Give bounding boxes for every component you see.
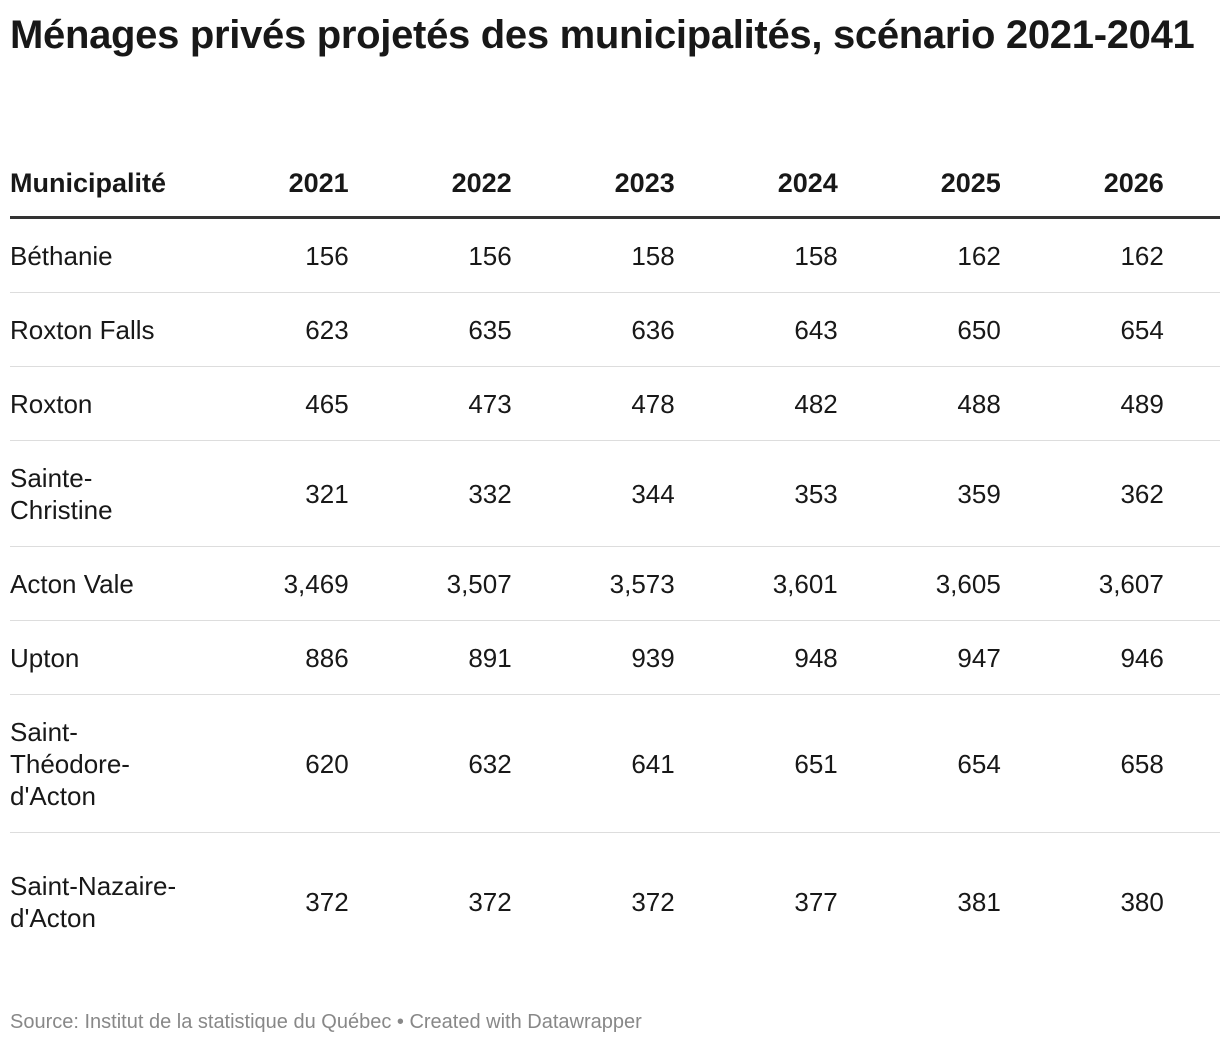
value-cell-2023: 641 <box>511 694 675 833</box>
value-cell-2023: 158 <box>511 217 675 293</box>
value-cell-2023: 372 <box>631 886 675 917</box>
municipality-name: Béthanie <box>10 217 186 293</box>
table-row: Roxton Falls623635636643650654657 <box>10 292 1220 367</box>
value-cell-2026: 489 <box>1000 366 1164 441</box>
column-header-2027[interactable]: 2027 <box>1163 150 1220 219</box>
municipality-name: Roxton Falls <box>10 292 186 367</box>
value-cell-2022: 632 <box>348 694 512 833</box>
table-header-row: Municipalité2021202220232024202520262027… <box>10 150 1220 219</box>
value-cell-2021: 465 <box>185 366 349 441</box>
value-cell-2026: 946 <box>1000 620 1164 695</box>
value-cell-2021: 372 <box>305 886 349 917</box>
municipality-name: Roxton <box>10 366 186 441</box>
municipality-name: Upton <box>10 620 186 695</box>
value-cell-2024: 377 <box>794 886 838 917</box>
column-header-municipalite[interactable]: Municipalité <box>10 150 186 219</box>
table-row: Roxton465473478482488489491 <box>10 366 1220 441</box>
value-cell-2021: 620 <box>185 694 349 833</box>
value-cell-2024: 353 <box>674 440 838 547</box>
column-header-2021[interactable]: 2021 <box>185 150 349 219</box>
table-row: Sainte-Christine321332344353359362368 <box>10 440 1220 547</box>
chart-title: Ménages privés projetés des municipalité… <box>10 13 1195 57</box>
table-row: Béthanie156156158158162162163 <box>10 217 1220 293</box>
value-cell-2025: 488 <box>837 366 1001 441</box>
column-header-2024[interactable]: 2024 <box>674 150 838 219</box>
table-row: Saint-Théodore-d'Acton 620 632 641 651 654 658… <box>10 694 1220 833</box>
value-cell-2024: 158 <box>674 217 838 293</box>
value-cell-2025: 162 <box>837 217 1001 293</box>
value-cell-2025: 359 <box>837 440 1001 547</box>
table-row: Acton Vale 3,469 3,507 3,573 3,601 3,605 3,607… <box>10 546 1220 621</box>
municipality-name: Acton Vale <box>10 546 186 621</box>
value-cell-2026: 654 <box>1000 292 1164 367</box>
value-cell-2027: 491 <box>1163 366 1220 441</box>
column-header-2025[interactable]: 2025 <box>837 150 1001 219</box>
value-cell-2021: 156 <box>185 217 349 293</box>
value-cell-2021: 3,469 <box>185 546 349 621</box>
value-cell-2021: 321 <box>185 440 349 547</box>
table-row: Upton886891939948947946948 <box>10 620 1220 695</box>
value-cell-2027: 657 <box>1163 292 1220 367</box>
municipality-name: Sainte-Christine <box>10 440 186 547</box>
value-cell-2024: 482 <box>674 366 838 441</box>
value-cell-2024: 643 <box>674 292 838 367</box>
value-cell-2022: 635 <box>348 292 512 367</box>
value-cell-2025: 381 <box>957 886 1001 917</box>
value-cell-2024: 651 <box>674 694 838 833</box>
value-cell-2025: 650 <box>837 292 1001 367</box>
value-cell-2021: 623 <box>185 292 349 367</box>
value-cell-2026: 3,607 <box>1000 546 1164 621</box>
data-table-container[interactable]: Municipalité2021202220232024202520262027… <box>10 150 1220 970</box>
value-cell-2027: 381 <box>1164 833 1220 971</box>
value-cell-2022: 372 <box>468 886 512 917</box>
municipality-name: Saint-Nazaire-d'Acton <box>10 870 177 933</box>
value-cell-2024: 3,601 <box>674 546 838 621</box>
value-cell-2022: 156 <box>348 217 512 293</box>
value-cell-2027: 368 <box>1163 440 1220 547</box>
value-cell-2023: 344 <box>511 440 675 547</box>
value-cell-2025: 947 <box>837 620 1001 695</box>
column-header-2022[interactable]: 2022 <box>348 150 512 219</box>
value-cell-2025: 654 <box>837 694 1001 833</box>
value-cell-2022: 891 <box>348 620 512 695</box>
value-cell-2026: 380 <box>1120 886 1164 917</box>
data-table: Municipalité2021202220232024202520262027… <box>10 150 1220 970</box>
value-cell-2027: 163 <box>1163 217 1220 293</box>
column-header-2023[interactable]: 2023 <box>511 150 675 219</box>
value-cell-2025: 3,605 <box>837 546 1001 621</box>
municipality-name: Saint-Théodore-d'Acton <box>10 694 186 833</box>
value-cell-2023: 939 <box>511 620 675 695</box>
value-cell-2022: 3,507 <box>348 546 512 621</box>
value-cell-2022: 473 <box>348 366 512 441</box>
value-cell-2027: 948 <box>1163 620 1220 695</box>
value-cell-2023: 478 <box>511 366 675 441</box>
table-row: Saint-Nazaire-d'Acton3723723723773813803… <box>10 833 1220 971</box>
value-cell-2021: 886 <box>185 620 349 695</box>
value-cell-2023: 3,573 <box>511 546 675 621</box>
value-cell-2026: 658 <box>1000 694 1164 833</box>
value-cell-2022: 332 <box>348 440 512 547</box>
value-cell-2024: 948 <box>674 620 838 695</box>
value-cell-2027: 3,612 <box>1163 546 1220 621</box>
value-cell-2026: 162 <box>1000 217 1164 293</box>
value-cell-2023: 636 <box>511 292 675 367</box>
value-cell-2027: 663 <box>1163 694 1220 833</box>
source-note: Source: Institut de la statistique du Qu… <box>10 1011 642 1033</box>
value-cell-2026: 362 <box>1000 440 1164 547</box>
column-header-2026[interactable]: 2026 <box>1000 150 1164 219</box>
